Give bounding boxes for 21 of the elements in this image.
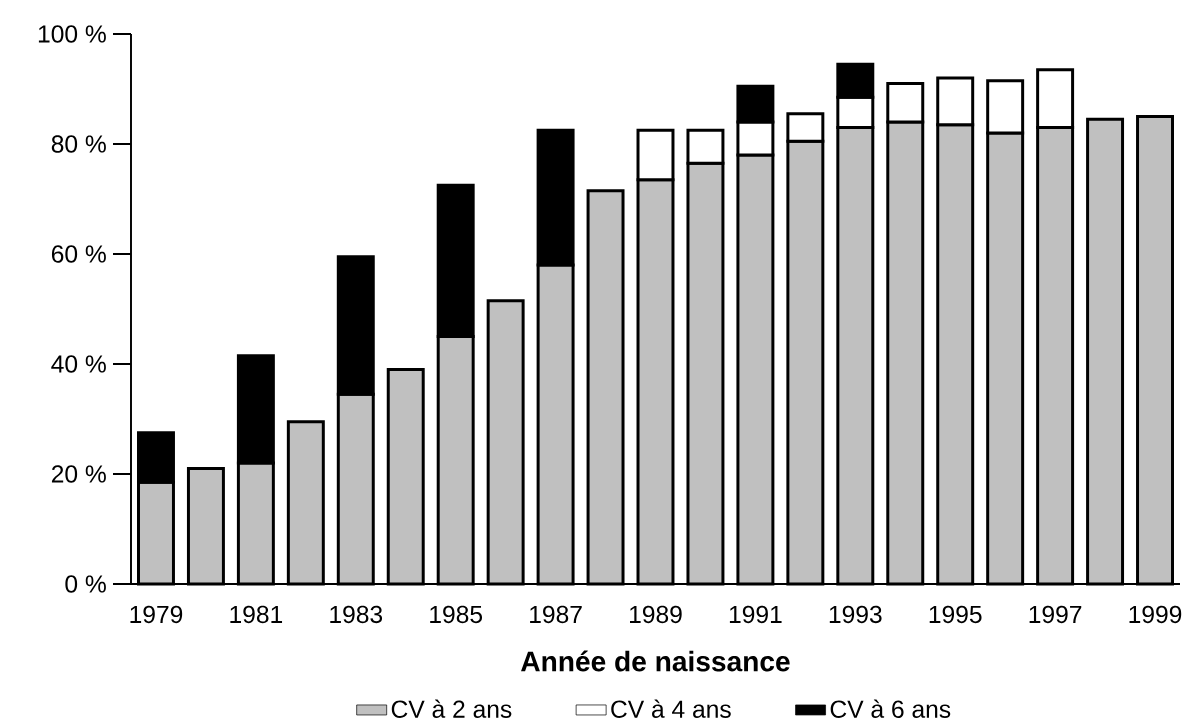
x-tick-label: 1989 <box>630 605 682 624</box>
legend-label: CV à 6 ans <box>830 699 951 718</box>
x-tick-label: 1993 <box>829 605 882 624</box>
x-tick-label: 1981 <box>230 605 283 624</box>
legend-label: CV à 4 ans <box>611 699 731 718</box>
y-tick-label: 0 % <box>65 575 106 593</box>
y-tick-label: 60 % <box>51 245 106 263</box>
x-tick-label: 1987 <box>530 605 582 624</box>
y-tick-label: 100 % <box>38 25 106 43</box>
y-tick-label: 20 % <box>51 465 106 483</box>
legend-label: CV à 2 ans <box>391 699 512 718</box>
x-tick-label: 1991 <box>729 605 782 624</box>
x-tick-label: 1997 <box>1029 605 1082 624</box>
x-axis-title: Année de naissance <box>521 650 790 672</box>
x-tick-label: 1985 <box>430 605 483 624</box>
x-tick-label: 1999 <box>1129 605 1182 624</box>
y-tick-label: 40 % <box>51 355 106 373</box>
x-tick-label: 1995 <box>929 605 982 624</box>
x-tick-label: 1979 <box>130 605 183 624</box>
x-tick-label: 1983 <box>330 605 383 624</box>
y-tick-label: 80 % <box>51 135 106 153</box>
